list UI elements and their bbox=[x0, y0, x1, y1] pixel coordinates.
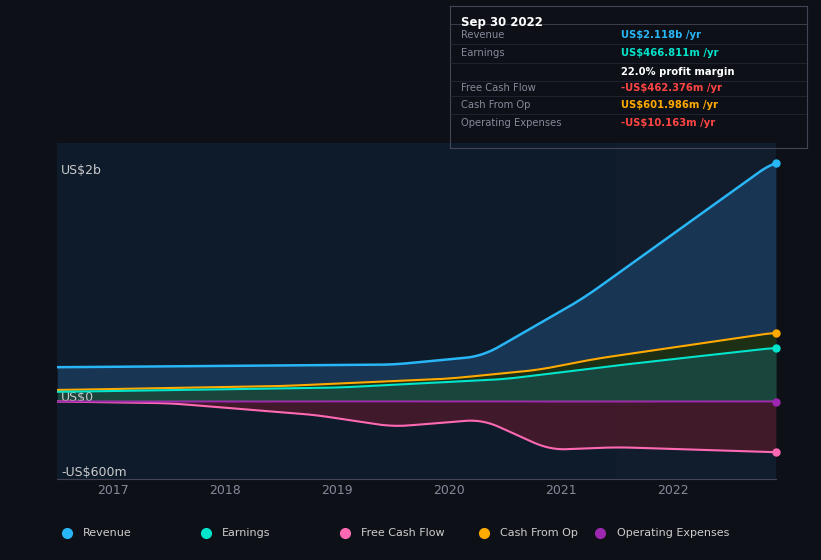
Text: Revenue: Revenue bbox=[83, 528, 132, 538]
Text: US$0: US$0 bbox=[61, 390, 94, 404]
Text: Operating Expenses: Operating Expenses bbox=[617, 528, 729, 538]
Text: -US$462.376m /yr: -US$462.376m /yr bbox=[621, 83, 722, 94]
Text: Earnings: Earnings bbox=[222, 528, 270, 538]
Text: Free Cash Flow: Free Cash Flow bbox=[360, 528, 444, 538]
Text: Cash From Op: Cash From Op bbox=[500, 528, 577, 538]
Text: US$601.986m /yr: US$601.986m /yr bbox=[621, 100, 718, 110]
Text: -US$600m: -US$600m bbox=[61, 465, 126, 479]
Text: -US$10.163m /yr: -US$10.163m /yr bbox=[621, 118, 716, 128]
Text: US$2b: US$2b bbox=[61, 164, 102, 178]
Bar bbox=[617, 143, 776, 479]
Text: Cash From Op: Cash From Op bbox=[461, 100, 530, 110]
Text: Earnings: Earnings bbox=[461, 48, 504, 58]
Text: Sep 30 2022: Sep 30 2022 bbox=[461, 16, 543, 29]
Text: US$466.811m /yr: US$466.811m /yr bbox=[621, 48, 719, 58]
Text: Free Cash Flow: Free Cash Flow bbox=[461, 83, 535, 94]
Text: Operating Expenses: Operating Expenses bbox=[461, 118, 561, 128]
Text: 22.0% profit margin: 22.0% profit margin bbox=[621, 67, 735, 77]
Text: US$2.118b /yr: US$2.118b /yr bbox=[621, 30, 701, 40]
Text: Revenue: Revenue bbox=[461, 30, 504, 40]
